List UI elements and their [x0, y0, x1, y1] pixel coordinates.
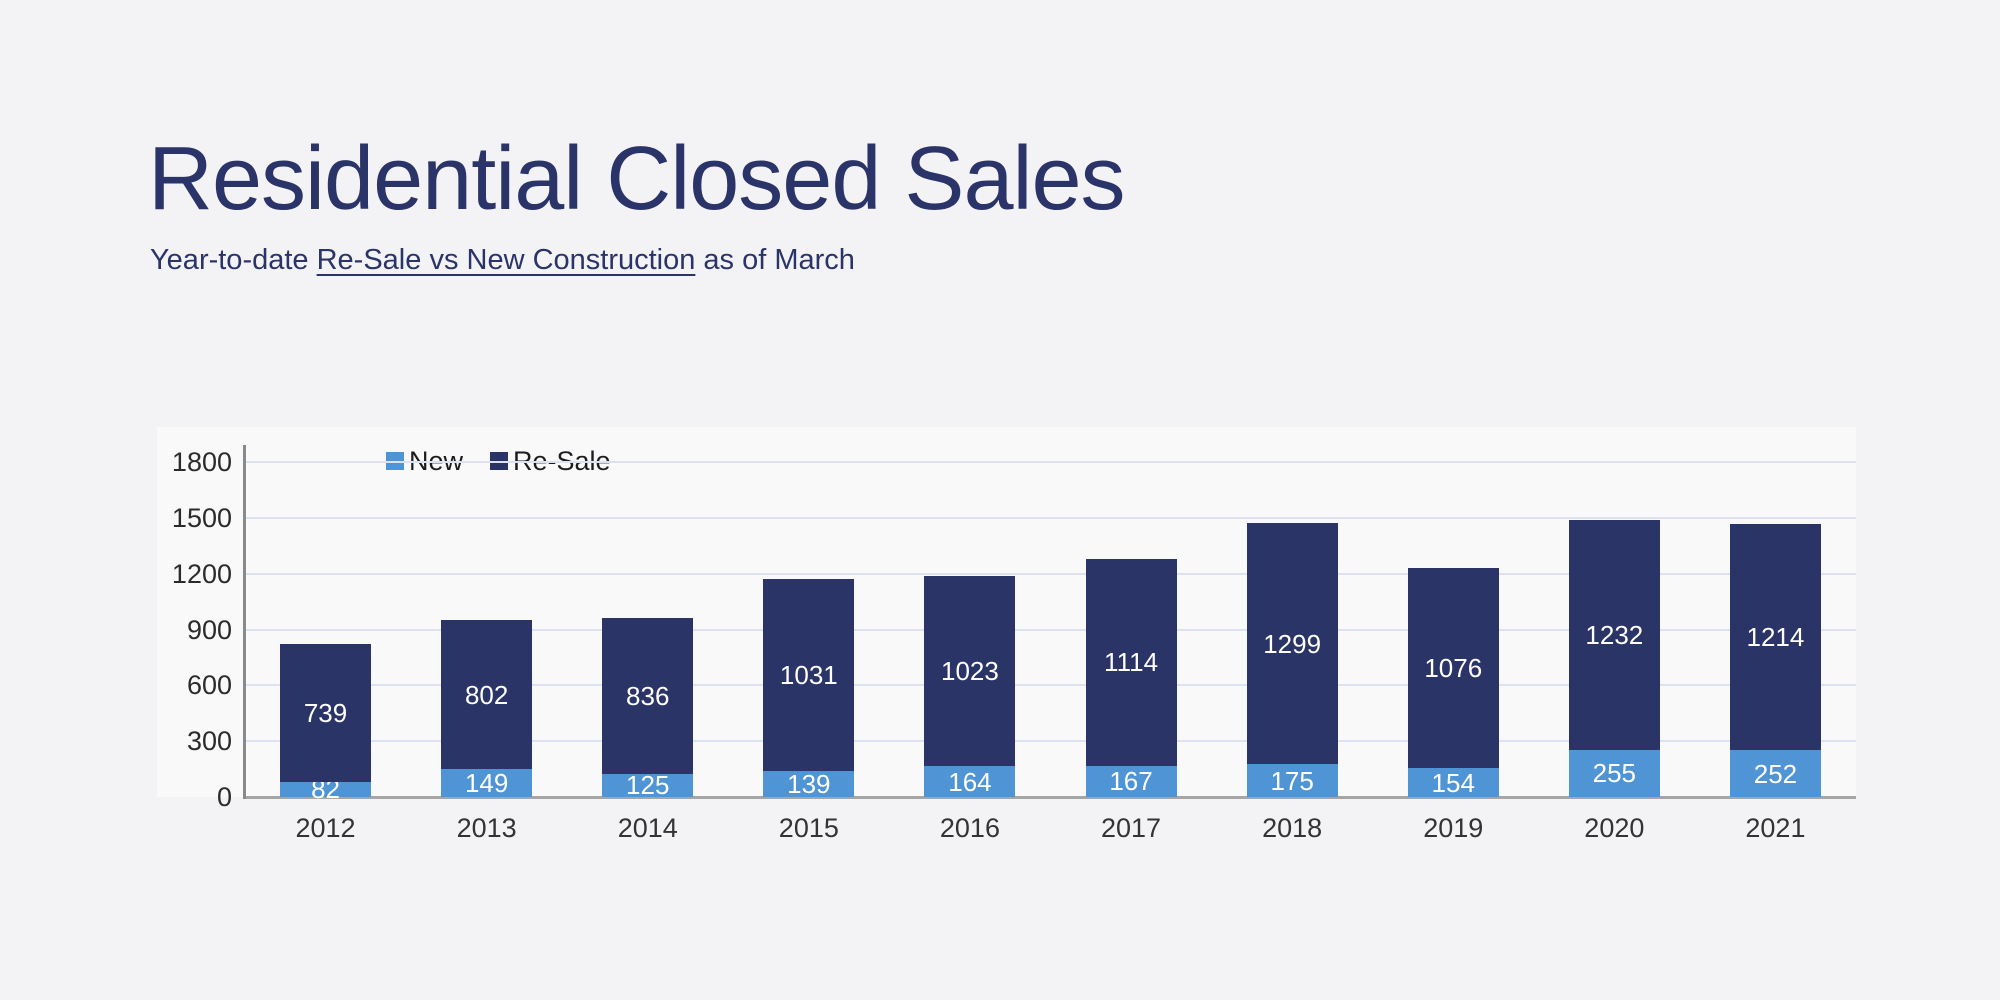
- subtitle-prefix: Year-to-date: [150, 244, 317, 276]
- gridline-300: [246, 740, 1856, 743]
- y-tick-label-900: 900: [186, 614, 232, 645]
- bar-value-2020-new: 255: [1592, 758, 1637, 789]
- x-axis-line: [243, 796, 1856, 799]
- bar-2020-new-segment: [1568, 749, 1660, 797]
- bar-value-2014-new: 125: [626, 770, 670, 801]
- bar-value-2015-resale: 1031: [779, 660, 838, 691]
- x-tick-label-2014: 2014: [617, 813, 678, 843]
- bar-2012-new-segment: [280, 781, 372, 797]
- x-tick-label-2020: 2020: [1584, 813, 1645, 843]
- x-tick-label-2018: 2018: [1262, 813, 1323, 843]
- bar-value-2019-new: 154: [1431, 767, 1475, 798]
- bar-value-2021-new: 252: [1753, 758, 1798, 789]
- bar-value-2013-resale: 802: [464, 679, 509, 710]
- bar-2015-resale-segment: [763, 579, 855, 772]
- x-tick-label-2013: 2013: [456, 813, 517, 843]
- bar-value-2018-resale: 1299: [1263, 628, 1322, 659]
- subtitle-suffix: as of March: [695, 244, 855, 276]
- x-tick-label-2017: 2017: [1101, 813, 1162, 843]
- bar-value-2015-new: 139: [787, 769, 831, 800]
- x-tick-label-2019: 2019: [1423, 813, 1484, 843]
- bar-value-2020-resale: 1232: [1585, 619, 1644, 650]
- bar-value-2016-resale: 1023: [941, 656, 999, 687]
- bar-value-2013-new: 149: [464, 768, 509, 799]
- page-subtitle: Year-to-date Re-Sale vs New Construction…: [150, 243, 855, 278]
- y-tick-label-0: 0: [216, 782, 232, 812]
- bar-2012-resale-segment: [280, 644, 372, 782]
- bar-value-2018-new: 175: [1270, 765, 1314, 796]
- bar-2021-resale-segment: [1729, 524, 1821, 751]
- bar-value-2021-resale: 1214: [1746, 622, 1805, 653]
- bar-2015-new-segment: [763, 771, 855, 797]
- x-tick-label-2021: 2021: [1745, 813, 1806, 843]
- bar-2017-new-segment: [1085, 765, 1177, 797]
- bar-2019-resale-segment: [1407, 568, 1499, 769]
- bar-2013-new-segment: [441, 769, 533, 797]
- bar-2017-resale-segment: [1085, 558, 1177, 766]
- y-tick-label-600: 600: [186, 670, 232, 701]
- gridline-1800: [246, 461, 1856, 463]
- bar-value-2012-resale: 739: [303, 697, 348, 728]
- y-tick-label-1200: 1200: [171, 558, 232, 589]
- gridline-1200: [246, 572, 1856, 575]
- x-tick-label-2012: 2012: [295, 813, 356, 843]
- x-tick-label-2016: 2016: [939, 813, 1000, 843]
- bar-2018-resale-segment: [1246, 522, 1338, 765]
- y-tick-label-1500: 1500: [171, 502, 232, 533]
- bar-2014-resale-segment: [602, 618, 694, 774]
- bar-2021-new-segment: [1729, 750, 1821, 797]
- gridline-600: [246, 684, 1856, 687]
- bar-value-2016-new: 164: [948, 766, 992, 797]
- y-tick-label-1800: 1800: [171, 447, 232, 477]
- x-tick-label-2015: 2015: [778, 813, 839, 843]
- bar-value-2017-new: 167: [1109, 766, 1153, 797]
- bar-value-2017-resale: 1114: [1104, 647, 1159, 678]
- y-tick-label-300: 300: [186, 726, 232, 757]
- gridline-900: [246, 628, 1856, 631]
- bar-2014-new-segment: [602, 773, 694, 797]
- bar-2018-new-segment: [1246, 764, 1338, 797]
- subtitle-link[interactable]: Re-Sale vs New Construction: [316, 244, 696, 276]
- bar-2016-new-segment: [924, 766, 1016, 797]
- bar-2019-new-segment: [1407, 768, 1499, 797]
- gridline-1500: [246, 516, 1856, 519]
- bar-2016-resale-segment: [924, 576, 1016, 767]
- bar-2020-resale-segment: [1568, 520, 1660, 750]
- page-title: Residential Closed Sales: [148, 129, 1126, 229]
- bar-value-2014-resale: 836: [626, 680, 670, 711]
- y-axis-line: [243, 445, 246, 799]
- bar-2013-resale-segment: [441, 620, 533, 770]
- bar-value-2019-resale: 1076: [1424, 653, 1483, 684]
